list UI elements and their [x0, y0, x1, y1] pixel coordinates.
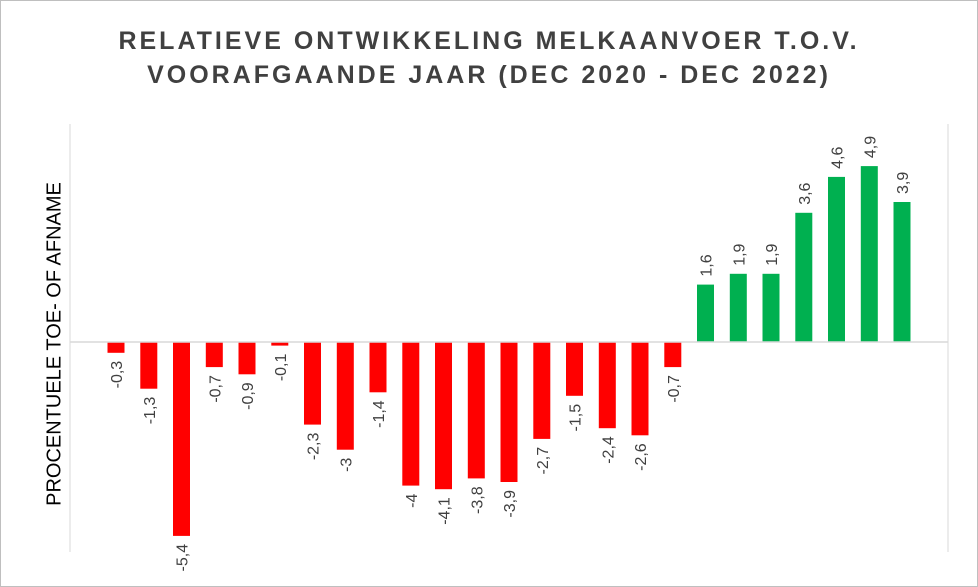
bar	[402, 342, 420, 486]
bar-value-label: 1,9	[764, 243, 781, 265]
bar	[140, 342, 158, 389]
bar	[304, 342, 321, 425]
bar	[664, 342, 682, 368]
bar-value-label: -0,7	[207, 375, 224, 403]
bar	[566, 342, 583, 396]
bar-value-label: 3,6	[797, 182, 814, 204]
bar-value-label: -0,1	[273, 354, 290, 382]
bar-value-label: -2,4	[600, 436, 617, 464]
bar-value-label: -5,4	[175, 544, 192, 572]
chart-title-line-2: VOORAFGAANDE JAAR (DEC 2020 - DEC 2022)	[147, 61, 831, 89]
bar-value-label: -1,5	[568, 404, 585, 432]
bar-value-label: -2,7	[535, 447, 552, 475]
bar-value-label: -3,8	[469, 486, 486, 514]
bar	[205, 342, 223, 368]
bar	[795, 212, 813, 342]
bar-value-label: -2,3	[306, 433, 323, 461]
bar-value-label: -2,6	[633, 443, 650, 471]
bar	[762, 273, 780, 342]
bar-value-label: -1,4	[371, 400, 388, 428]
bar	[729, 273, 747, 342]
bar	[500, 342, 518, 482]
bar	[828, 176, 845, 342]
bar-value-label: -0,7	[666, 375, 683, 403]
bar	[435, 342, 452, 490]
bar-value-label: 4,6	[830, 147, 847, 169]
bar-value-label: -0,9	[240, 382, 257, 410]
bar-value-label: -1,3	[142, 397, 159, 425]
bar	[336, 342, 354, 450]
bar-value-label: -3,9	[502, 490, 519, 518]
bar	[697, 284, 714, 342]
bar-value-label: -4	[404, 494, 421, 508]
bar-value-label: -4,1	[437, 497, 454, 525]
bar	[271, 342, 289, 346]
bar	[173, 342, 190, 536]
bar-value-label: 4,9	[862, 136, 879, 158]
bar	[860, 166, 878, 342]
bar-value-label: -0,3	[109, 361, 126, 389]
bar-value-label: 3,9	[895, 172, 912, 194]
bar-value-label: 1,9	[731, 243, 748, 265]
bar	[107, 342, 125, 353]
bar	[238, 342, 256, 375]
bar-value-label: -3	[338, 458, 355, 472]
chart-title-line-1: RELATIEVE ONTWIKKELING MELKAANVOER T.O.V…	[118, 27, 860, 55]
bar	[369, 342, 387, 393]
bar	[893, 202, 911, 342]
bar	[598, 342, 616, 429]
bar-value-label: 1,6	[699, 254, 716, 276]
bar	[467, 342, 485, 479]
bar	[631, 342, 649, 436]
chart-title: RELATIEVE ONTWIKKELING MELKAANVOER T.O.V…	[0, 24, 978, 92]
bar	[533, 342, 551, 439]
